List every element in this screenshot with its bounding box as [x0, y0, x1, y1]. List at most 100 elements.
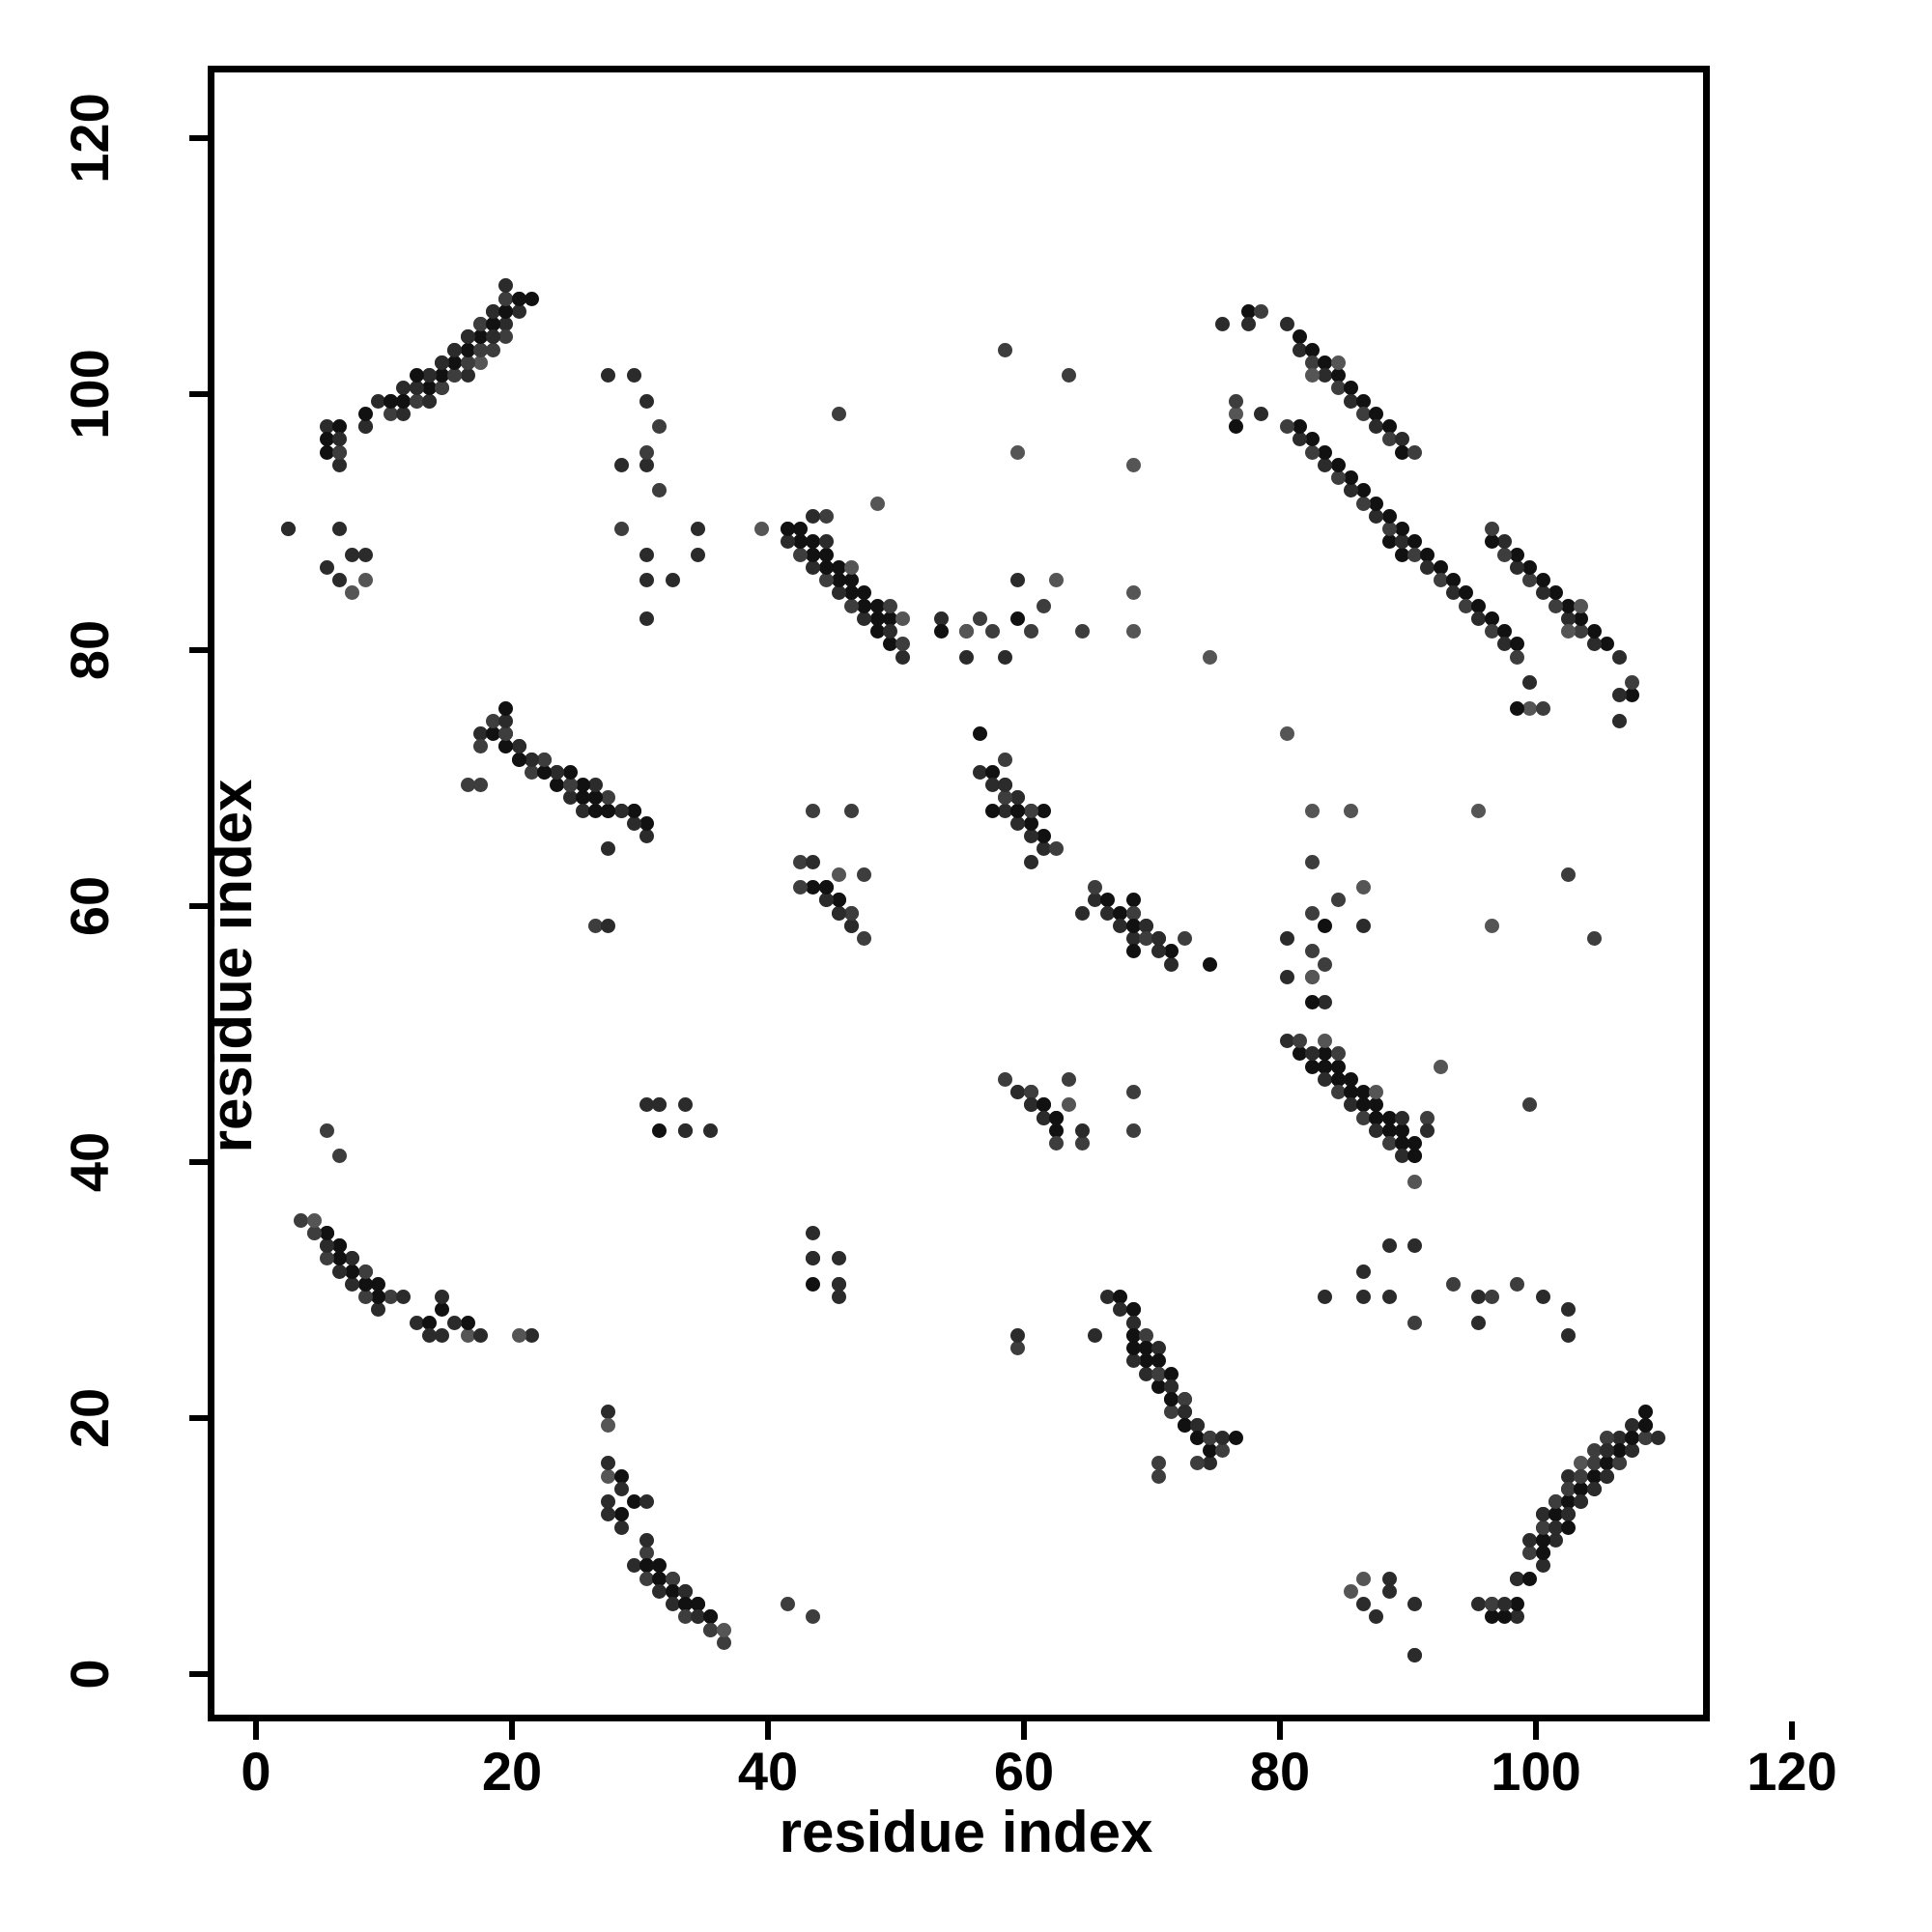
data-point	[332, 573, 347, 587]
data-point	[332, 1251, 347, 1266]
data-point	[409, 393, 424, 409]
data-point	[1510, 547, 1524, 562]
data-point	[1394, 534, 1409, 550]
data-point	[1292, 1046, 1307, 1062]
data-point	[537, 764, 552, 780]
data-point	[1484, 918, 1499, 933]
x-axis-tick	[1021, 1721, 1027, 1740]
data-point	[601, 803, 616, 818]
data-point	[1548, 585, 1563, 601]
data-point	[1612, 1443, 1627, 1458]
data-point	[562, 790, 578, 806]
data-point	[1049, 1110, 1064, 1125]
data-point	[601, 1468, 616, 1484]
data-point	[460, 1315, 475, 1330]
data-point	[1151, 944, 1166, 959]
data-point	[1151, 931, 1166, 946]
data-point	[626, 1494, 641, 1509]
data-point	[1574, 1456, 1589, 1471]
data-point	[384, 1290, 398, 1304]
y-axis-tick	[189, 1415, 208, 1421]
x-axis-tick-label: 0	[241, 1741, 271, 1802]
data-point	[562, 778, 578, 792]
data-point	[1356, 880, 1371, 895]
data-point	[639, 457, 654, 472]
data-point	[1151, 1341, 1166, 1355]
data-point	[1074, 1136, 1090, 1151]
data-point	[1164, 1392, 1179, 1406]
data-point	[1548, 1520, 1563, 1535]
data-point	[1471, 598, 1487, 613]
data-point	[844, 918, 859, 933]
data-point	[1612, 649, 1627, 665]
data-point	[1561, 1302, 1576, 1318]
data-point	[1330, 1071, 1346, 1087]
data-point	[588, 803, 603, 818]
data-point	[1343, 470, 1358, 485]
data-point	[486, 342, 500, 357]
data-point	[1203, 649, 1217, 665]
data-point	[1318, 1046, 1333, 1062]
data-point	[1574, 611, 1589, 626]
data-point	[895, 637, 910, 652]
data-point	[435, 1327, 449, 1343]
data-point	[831, 1251, 846, 1266]
data-point	[882, 598, 897, 613]
data-point	[1023, 829, 1038, 843]
data-point	[639, 1532, 654, 1548]
data-point	[1305, 444, 1320, 460]
data-point	[984, 803, 1000, 818]
data-point	[1574, 624, 1589, 639]
data-point	[357, 547, 373, 562]
data-point	[1484, 534, 1499, 550]
data-point	[1356, 1290, 1371, 1304]
data-point	[1343, 483, 1358, 498]
data-point	[1240, 317, 1256, 331]
data-point	[665, 573, 680, 587]
data-point	[1010, 1327, 1026, 1343]
y-axis-tick	[189, 1159, 208, 1165]
data-point	[1318, 444, 1333, 460]
data-point	[1496, 547, 1512, 562]
data-point	[1484, 1597, 1499, 1611]
data-point	[1535, 1546, 1550, 1560]
data-point	[1125, 931, 1141, 946]
data-point	[882, 624, 897, 639]
data-point	[857, 585, 872, 601]
data-point	[1522, 1532, 1538, 1548]
data-point	[639, 1558, 654, 1574]
plot-area	[208, 66, 1710, 1721]
data-point	[1189, 1456, 1205, 1471]
data-point	[1369, 419, 1384, 434]
data-point	[1100, 1290, 1115, 1304]
data-point	[652, 1571, 668, 1586]
data-point	[1343, 1071, 1358, 1087]
data-point	[652, 1122, 668, 1138]
data-point	[562, 764, 578, 780]
data-point	[1010, 815, 1026, 831]
data-point	[1318, 956, 1333, 972]
data-point	[1381, 432, 1397, 447]
data-point	[498, 739, 514, 754]
data-point	[1535, 1520, 1550, 1535]
data-point	[1433, 559, 1448, 575]
data-point	[1586, 1468, 1602, 1484]
data-point	[818, 508, 834, 524]
data-point	[1599, 1468, 1614, 1484]
data-point	[895, 649, 910, 665]
data-point	[1445, 573, 1461, 587]
data-point	[998, 778, 1012, 792]
data-point	[639, 1546, 654, 1560]
data-point	[357, 1264, 373, 1279]
data-point	[831, 893, 846, 908]
data-point	[972, 726, 987, 741]
data-point	[869, 496, 885, 511]
data-point	[703, 1622, 719, 1637]
data-point	[691, 522, 705, 536]
data-point	[1330, 381, 1346, 396]
data-point	[1330, 355, 1346, 370]
data-point	[1535, 1532, 1550, 1548]
data-point	[1062, 368, 1077, 383]
data-point	[601, 1456, 616, 1471]
data-point	[575, 778, 590, 792]
